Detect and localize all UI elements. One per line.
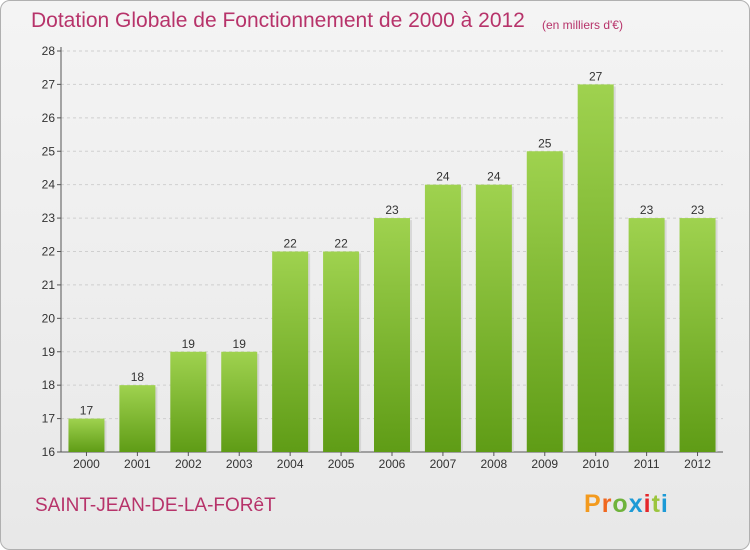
y-tick-label-28: 28: [42, 44, 56, 58]
y-tick-label-18: 18: [42, 378, 56, 392]
data-label-2001: 18: [131, 370, 145, 384]
data-label-2005: 22: [334, 237, 348, 251]
data-label-2012: 23: [691, 203, 705, 217]
x-tick-label-2005: 2005: [328, 457, 355, 471]
x-tick-label-2006: 2006: [379, 457, 406, 471]
bar-2007: [424, 184, 461, 452]
data-label-2002: 19: [182, 337, 196, 351]
logo-letter: r: [601, 490, 613, 518]
data-label-2008: 24: [487, 170, 501, 184]
x-tick-label-2003: 2003: [226, 457, 253, 471]
bar-2012: [679, 218, 716, 452]
x-tick-label-2010: 2010: [582, 457, 609, 471]
data-label-2009: 25: [538, 136, 552, 150]
data-label-2000: 17: [80, 404, 94, 418]
unit-note: (en milliers d'€): [542, 18, 623, 32]
data-label-2006: 23: [385, 203, 399, 217]
x-tick-label-2001: 2001: [124, 457, 151, 471]
data-label-2007: 24: [436, 170, 450, 184]
y-tick-label-17: 17: [42, 412, 56, 426]
bar-2003: [221, 351, 258, 452]
x-tick-label-2008: 2008: [480, 457, 507, 471]
bar-2010: [577, 84, 614, 453]
x-tick-label-2009: 2009: [531, 457, 558, 471]
data-label-2003: 19: [233, 337, 247, 351]
logo-letter: x: [628, 490, 644, 518]
y-tick-label-27: 27: [42, 77, 56, 91]
bar-2004: [272, 251, 309, 452]
data-label-2011: 23: [640, 203, 654, 217]
y-tick-label-19: 19: [42, 345, 56, 359]
proxiti-logo: Proxiti: [584, 490, 669, 519]
y-tick-label-24: 24: [42, 178, 56, 192]
bar-2009: [526, 151, 563, 452]
y-tick-label-21: 21: [42, 278, 56, 292]
bars: [68, 84, 718, 453]
bar-2000: [68, 418, 105, 452]
x-tick-label-2002: 2002: [175, 457, 202, 471]
labels: 16 17 18 19 20 21 22 23 24 25 26 27 28 17 2000 18 2001 19…: [42, 44, 712, 471]
logo-letter: i: [660, 490, 669, 518]
x-tick-label-2004: 2004: [277, 457, 304, 471]
bar-2002: [170, 351, 207, 452]
logo-letter: o: [612, 490, 629, 518]
x-tick-label-2011: 2011: [634, 457, 660, 471]
y-tick-label-26: 26: [42, 111, 56, 125]
bar-2001: [119, 385, 156, 452]
logo-letter: t: [651, 490, 661, 518]
y-tick-label-23: 23: [42, 211, 56, 225]
bar-2006: [374, 218, 410, 452]
y-tick-label-22: 22: [42, 245, 56, 259]
bar-2011: [628, 218, 665, 452]
logo-letter: i: [643, 490, 652, 518]
chart-title: Dotation Globale de Fonctionnement de 20…: [31, 9, 525, 32]
logo-letter: P: [584, 490, 602, 518]
data-label-2004: 22: [283, 237, 297, 251]
y-tick-label-25: 25: [42, 144, 56, 158]
y-tick-label-16: 16: [42, 445, 56, 459]
bar-2005: [323, 251, 360, 452]
x-tick-label-2000: 2000: [73, 457, 100, 471]
x-tick-label-2007: 2007: [430, 457, 457, 471]
y-tick-label-20: 20: [42, 311, 56, 325]
x-tick-label-2012: 2012: [684, 457, 711, 471]
commune-name: SAINT-JEAN-DE-LA-FORêT: [35, 495, 276, 516]
data-label-2010: 27: [589, 69, 603, 83]
bar-2008: [475, 184, 512, 452]
